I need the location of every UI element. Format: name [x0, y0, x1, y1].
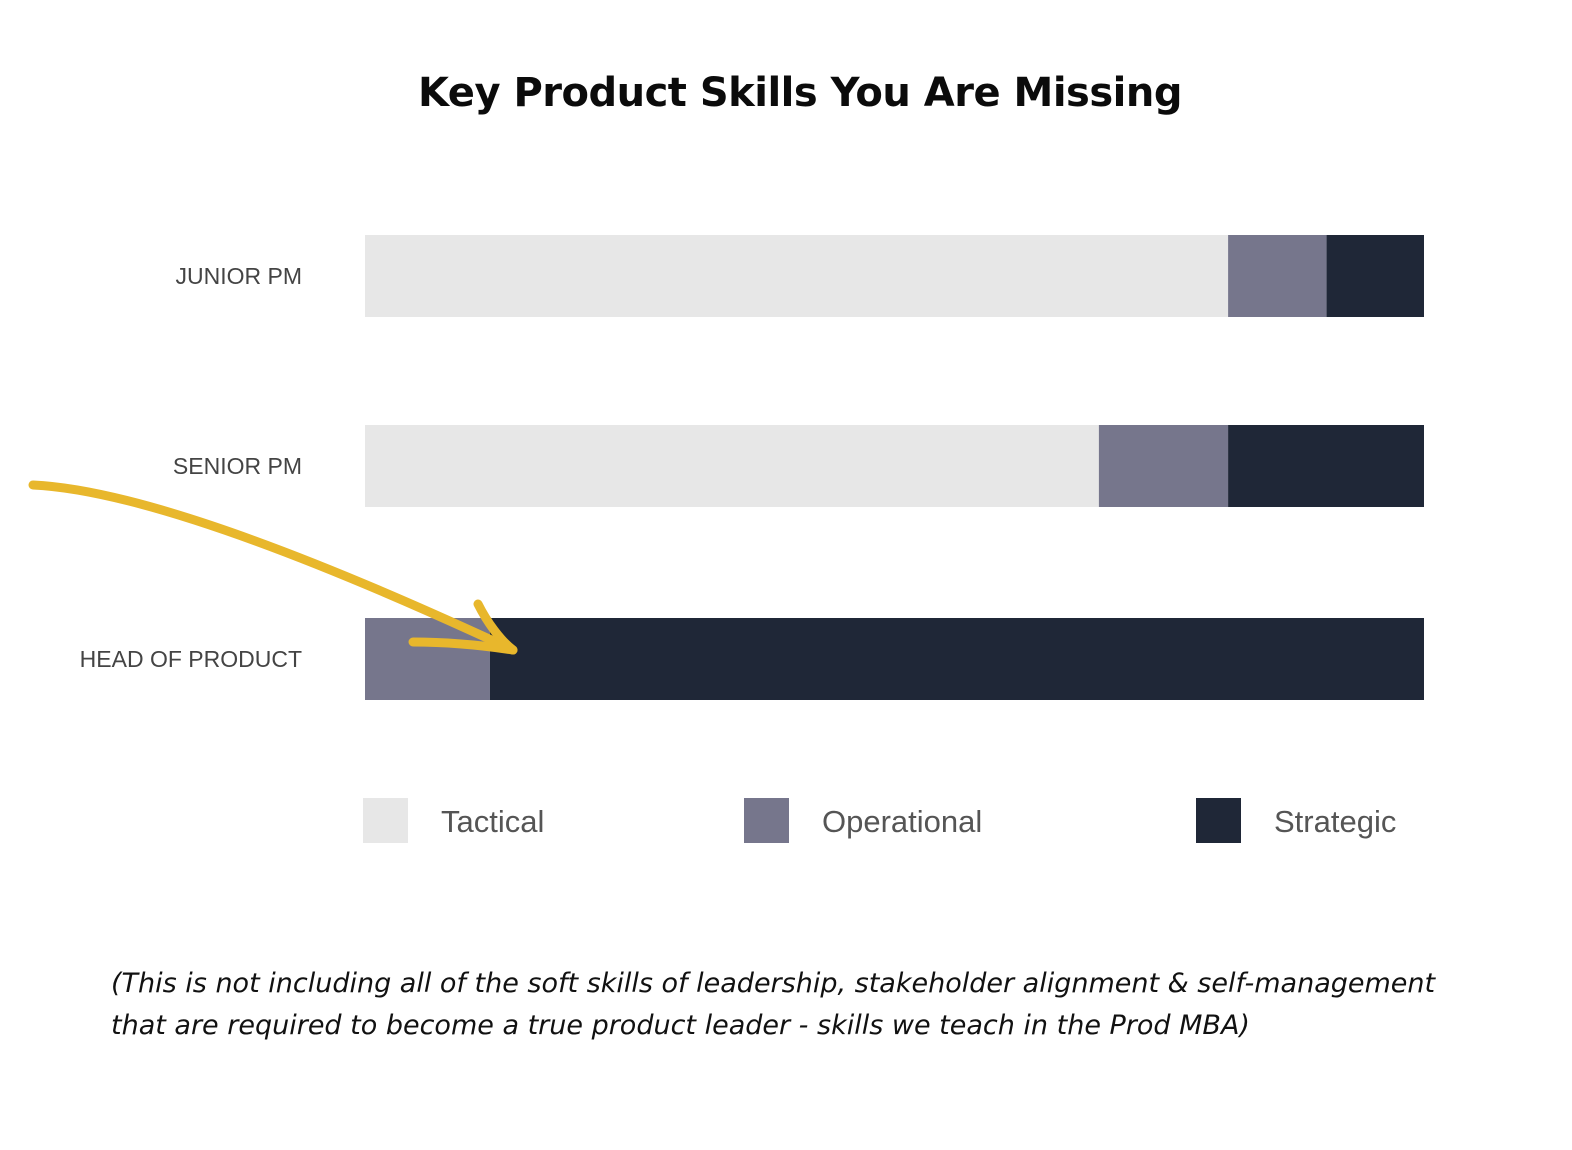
category-labels: JUNIOR PM SENIOR PM HEAD OF PRODUCT [80, 263, 302, 672]
footnote: (This is not including all of the soft s… [111, 968, 1436, 1041]
bar-segment-strategic-1 [1228, 425, 1424, 507]
category-label: SENIOR PM [173, 453, 302, 479]
legend: Tactical Operational Strategic [363, 798, 1396, 843]
bar-segment-tactical-1 [365, 425, 1099, 507]
legend-label-strategic: Strategic [1274, 804, 1396, 839]
bar-segment-strategic-2 [489, 618, 1424, 700]
bar-segment-operational-1 [1098, 425, 1229, 507]
bar-segment-tactical-0 [365, 235, 1229, 317]
legend-label-operational: Operational [822, 804, 982, 839]
bar-segment-strategic-0 [1326, 235, 1424, 317]
bar-segment-operational-0 [1228, 235, 1327, 317]
arrow-head [408, 599, 518, 655]
arrow-shaft [28, 480, 518, 655]
legend-swatch-operational [744, 798, 789, 843]
chart-title: Key Product Skills You Are Missing [418, 70, 1182, 116]
category-label: HEAD OF PRODUCT [80, 646, 302, 672]
legend-swatch-tactical [363, 798, 408, 843]
legend-label-tactical: Tactical [441, 804, 544, 839]
bars-layer [365, 235, 1424, 700]
legend-swatch-strategic [1196, 798, 1241, 843]
category-label: JUNIOR PM [176, 263, 303, 289]
annotation-arrow [28, 480, 518, 655]
